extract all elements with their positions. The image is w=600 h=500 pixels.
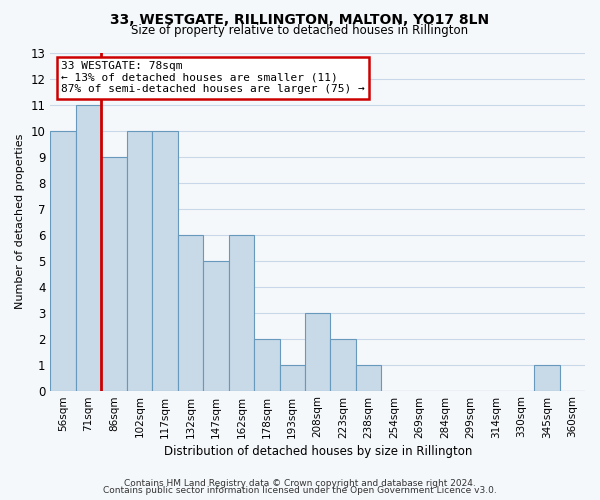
Bar — [254, 338, 280, 390]
Text: Contains public sector information licensed under the Open Government Licence v3: Contains public sector information licen… — [103, 486, 497, 495]
Text: 33, WESTGATE, RILLINGTON, MALTON, YO17 8LN: 33, WESTGATE, RILLINGTON, MALTON, YO17 8… — [110, 12, 490, 26]
Bar — [50, 130, 76, 390]
Text: Size of property relative to detached houses in Rillington: Size of property relative to detached ho… — [131, 24, 469, 37]
X-axis label: Distribution of detached houses by size in Rillington: Distribution of detached houses by size … — [164, 444, 472, 458]
Bar — [229, 234, 254, 390]
Bar — [152, 130, 178, 390]
Bar — [178, 234, 203, 390]
Bar — [203, 260, 229, 390]
Bar — [101, 156, 127, 390]
Bar — [534, 364, 560, 390]
Y-axis label: Number of detached properties: Number of detached properties — [15, 134, 25, 309]
Bar — [331, 338, 356, 390]
Bar — [356, 364, 382, 390]
Bar — [76, 104, 101, 391]
Bar — [305, 312, 331, 390]
Text: 33 WESTGATE: 78sqm
← 13% of detached houses are smaller (11)
87% of semi-detache: 33 WESTGATE: 78sqm ← 13% of detached hou… — [61, 61, 365, 94]
Bar — [280, 364, 305, 390]
Text: Contains HM Land Registry data © Crown copyright and database right 2024.: Contains HM Land Registry data © Crown c… — [124, 478, 476, 488]
Bar — [127, 130, 152, 390]
